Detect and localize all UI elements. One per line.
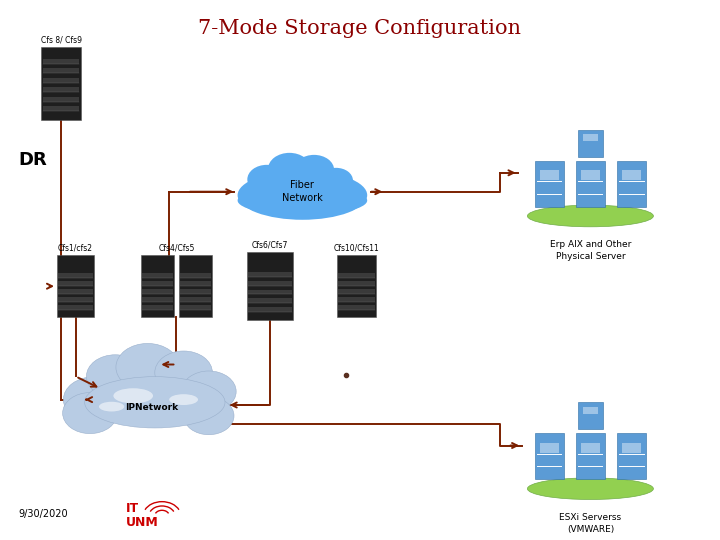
Ellipse shape bbox=[527, 205, 654, 227]
Bar bbox=[43, 106, 79, 111]
Circle shape bbox=[294, 155, 334, 185]
Bar bbox=[578, 402, 603, 429]
Circle shape bbox=[155, 351, 212, 394]
Text: IT: IT bbox=[126, 502, 139, 515]
Bar bbox=[535, 433, 564, 480]
Circle shape bbox=[319, 168, 353, 193]
Circle shape bbox=[116, 343, 179, 391]
Circle shape bbox=[248, 165, 287, 194]
Text: Fiber
Network: Fiber Network bbox=[282, 180, 323, 203]
Bar bbox=[43, 87, 79, 92]
Bar bbox=[58, 306, 93, 310]
Bar bbox=[540, 170, 559, 180]
Text: ESXi Serverss
(VMWARE): ESXi Serverss (VMWARE) bbox=[559, 513, 621, 534]
Bar bbox=[338, 298, 374, 302]
Circle shape bbox=[86, 355, 144, 398]
Bar bbox=[246, 253, 294, 320]
Bar bbox=[58, 273, 93, 278]
Text: Cfs10/Cfs11: Cfs10/Cfs11 bbox=[333, 244, 379, 252]
Bar bbox=[540, 443, 559, 453]
Bar bbox=[582, 407, 598, 414]
Text: UNM: UNM bbox=[126, 516, 158, 529]
Bar bbox=[43, 78, 79, 83]
Bar bbox=[248, 281, 292, 286]
Bar bbox=[617, 433, 646, 480]
Bar bbox=[338, 306, 374, 310]
Bar bbox=[58, 289, 93, 294]
Ellipse shape bbox=[99, 402, 124, 411]
Bar bbox=[180, 306, 211, 310]
Text: Cfs6/Cfs7: Cfs6/Cfs7 bbox=[252, 241, 288, 249]
Bar bbox=[180, 289, 211, 294]
Bar bbox=[576, 160, 605, 206]
Bar bbox=[582, 134, 598, 141]
Ellipse shape bbox=[85, 377, 225, 428]
Bar bbox=[622, 443, 641, 453]
Bar bbox=[43, 97, 79, 102]
Bar bbox=[43, 59, 79, 64]
Bar bbox=[180, 281, 211, 286]
Circle shape bbox=[268, 153, 311, 185]
Ellipse shape bbox=[238, 186, 367, 215]
Bar bbox=[58, 281, 93, 286]
Bar bbox=[57, 255, 94, 317]
Text: Erp AIX and Other
Physical Server: Erp AIX and Other Physical Server bbox=[549, 240, 631, 261]
Bar bbox=[142, 281, 173, 286]
Ellipse shape bbox=[527, 478, 654, 500]
Bar bbox=[535, 160, 564, 206]
Ellipse shape bbox=[114, 388, 153, 403]
Bar bbox=[576, 433, 605, 480]
Bar bbox=[142, 289, 173, 294]
Bar bbox=[179, 255, 212, 317]
Text: Cfs4/Cfs5: Cfs4/Cfs5 bbox=[158, 244, 194, 252]
Bar bbox=[141, 255, 174, 317]
Circle shape bbox=[184, 397, 234, 435]
Ellipse shape bbox=[238, 171, 367, 220]
Ellipse shape bbox=[169, 394, 198, 405]
Bar bbox=[617, 160, 646, 206]
Circle shape bbox=[63, 377, 124, 422]
Bar bbox=[42, 47, 81, 120]
Bar bbox=[180, 298, 211, 302]
Bar bbox=[336, 255, 376, 317]
Bar bbox=[43, 69, 79, 73]
Text: 9/30/2020: 9/30/2020 bbox=[18, 509, 68, 519]
Bar bbox=[142, 273, 173, 278]
Text: DR: DR bbox=[18, 151, 47, 169]
Bar bbox=[142, 298, 173, 302]
Bar bbox=[338, 273, 374, 278]
Circle shape bbox=[181, 371, 236, 412]
Bar bbox=[248, 289, 292, 294]
Bar bbox=[581, 443, 600, 453]
Bar bbox=[622, 170, 641, 180]
Bar bbox=[58, 298, 93, 302]
Circle shape bbox=[63, 393, 117, 434]
Text: 7-Mode Storage Configuration: 7-Mode Storage Configuration bbox=[199, 19, 521, 38]
Text: IPNetwork: IPNetwork bbox=[125, 403, 178, 412]
Bar bbox=[248, 307, 292, 312]
Text: Cfs1/cfs2: Cfs1/cfs2 bbox=[58, 244, 93, 252]
Bar bbox=[581, 170, 600, 180]
Bar bbox=[338, 281, 374, 286]
Bar bbox=[142, 306, 173, 310]
Bar bbox=[578, 130, 603, 157]
Text: Cfs 8/ Cfs9: Cfs 8/ Cfs9 bbox=[41, 36, 81, 45]
Bar bbox=[248, 272, 292, 276]
Bar bbox=[248, 298, 292, 303]
Bar bbox=[338, 289, 374, 294]
Bar bbox=[180, 273, 211, 278]
